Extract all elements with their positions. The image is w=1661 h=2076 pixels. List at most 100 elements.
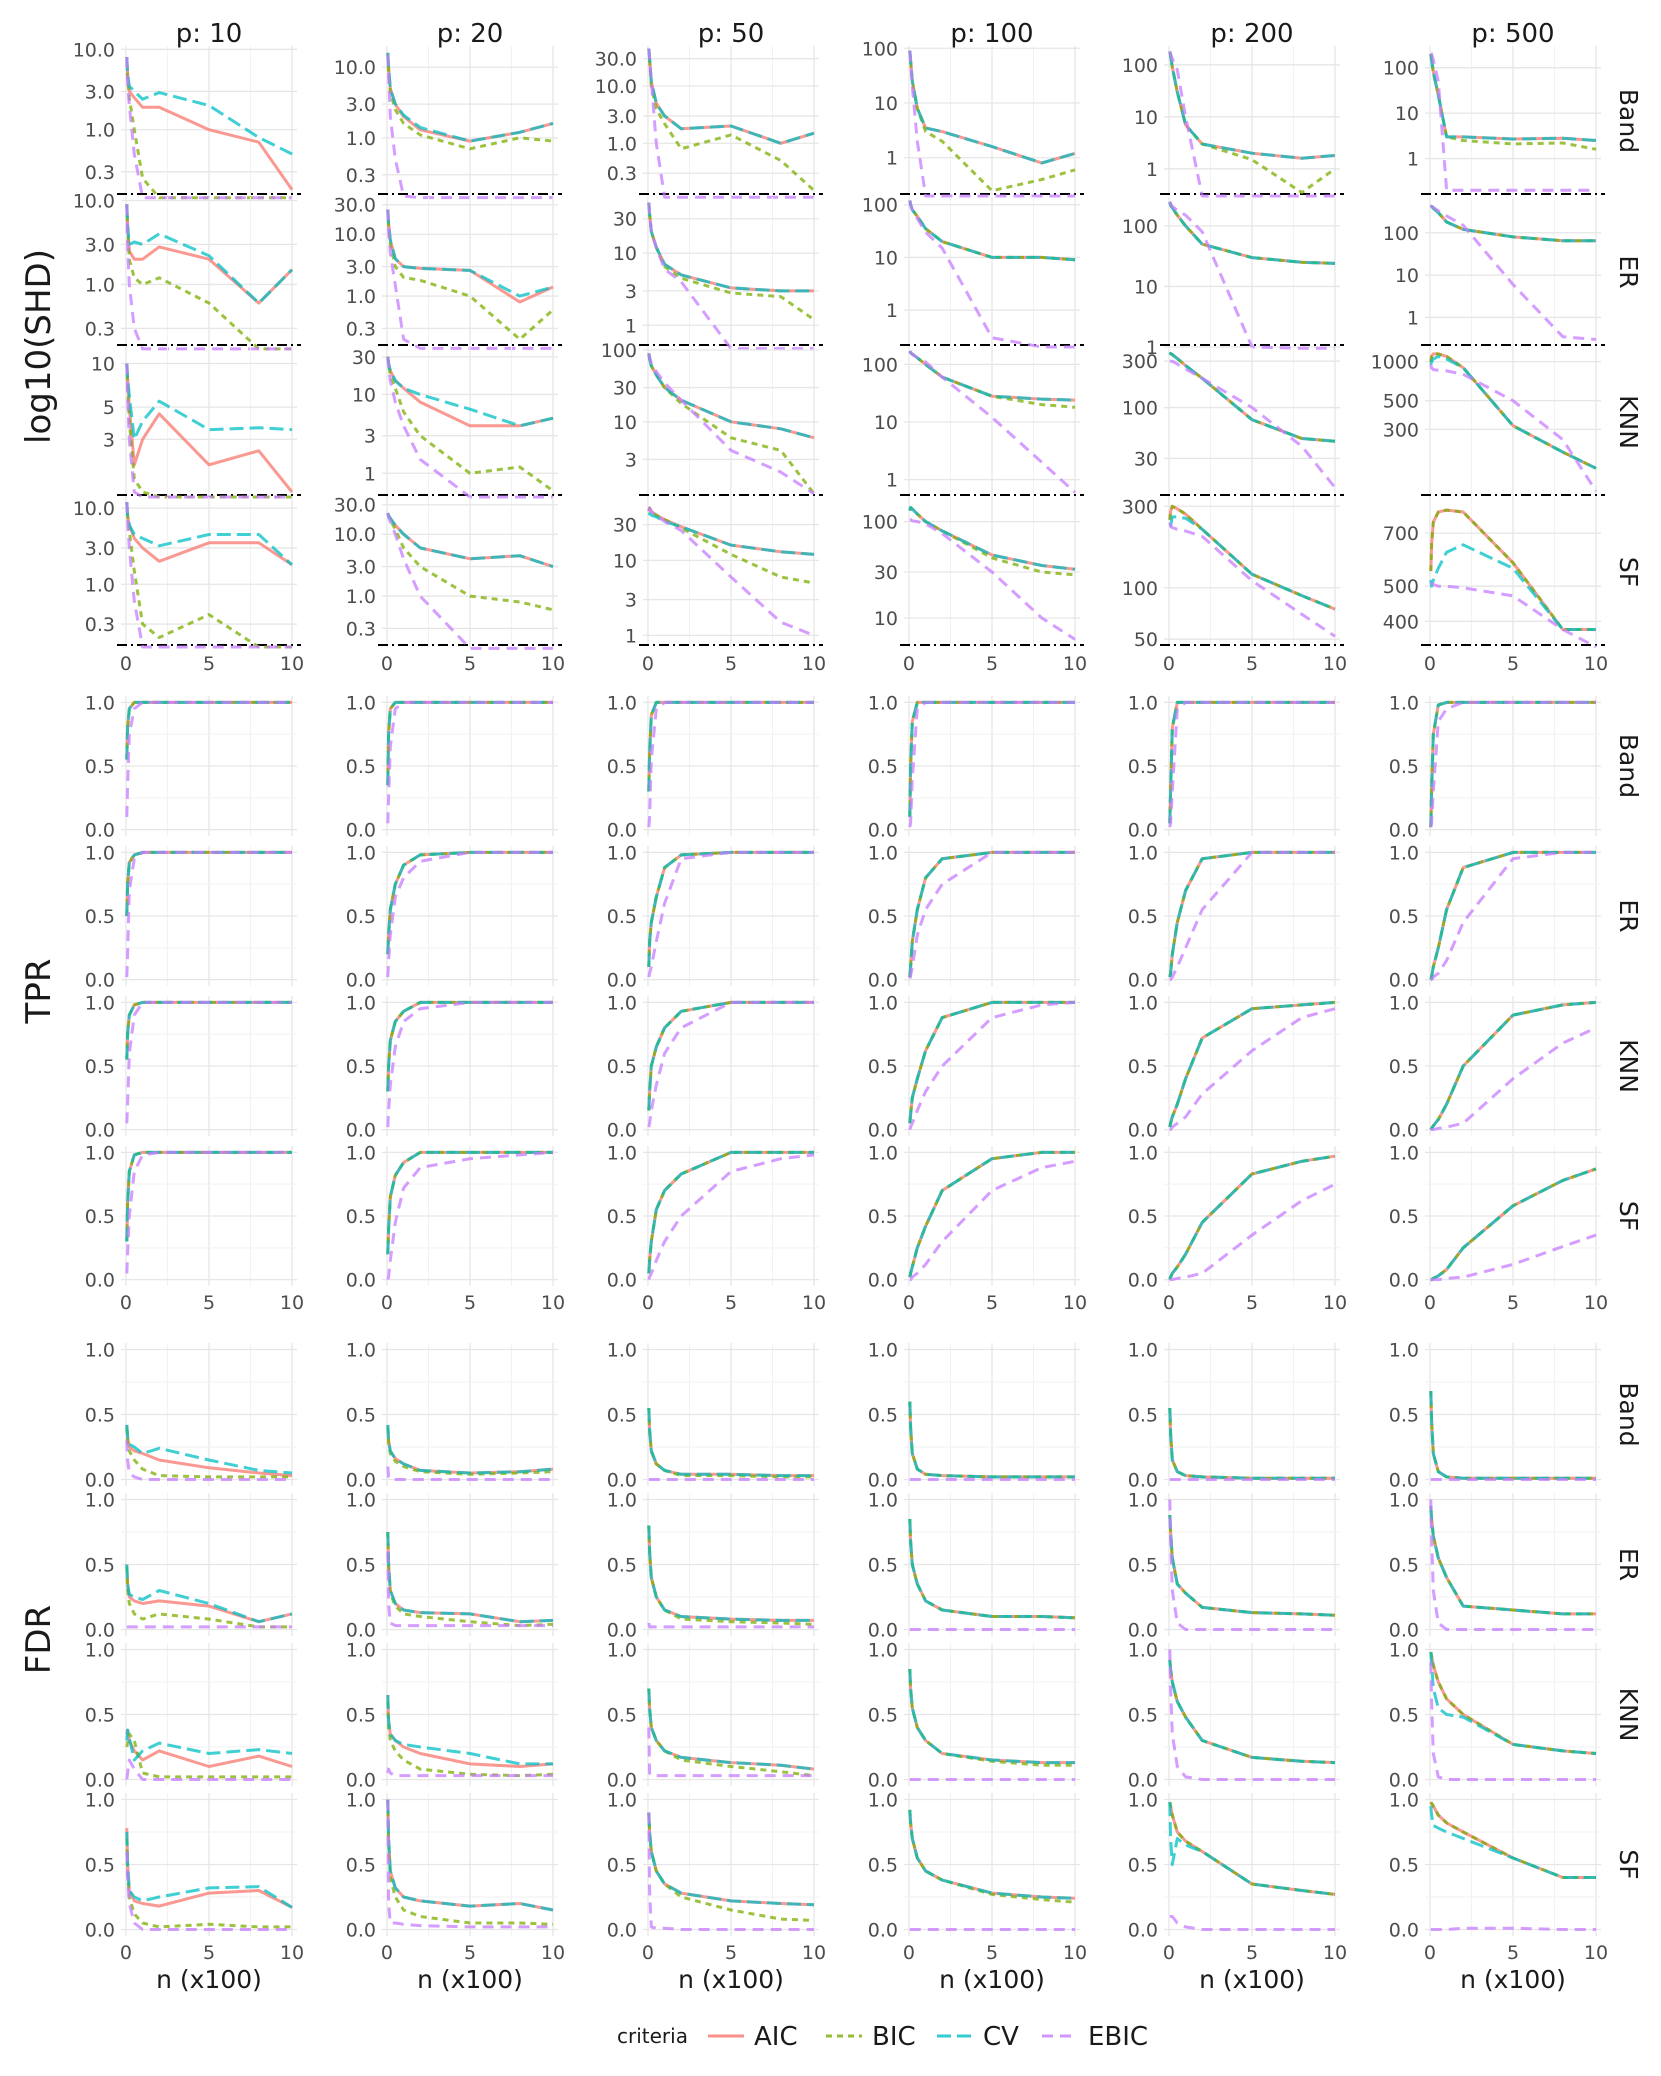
y-tick-label: 1.0 bbox=[868, 1490, 898, 1512]
y-tick-label: 0.0 bbox=[1389, 970, 1419, 992]
y-tick-label: 0.5 bbox=[868, 906, 898, 928]
x-tick-label: 10 bbox=[802, 1942, 826, 1964]
x-axis-title: n (x100) bbox=[678, 1965, 784, 1994]
series-line-cv bbox=[1429, 354, 1597, 470]
y-tick-label: 1.0 bbox=[346, 128, 376, 150]
y-tick-label: 1.0 bbox=[346, 692, 376, 714]
series-line-ebic bbox=[125, 1758, 292, 1781]
series-line-cv bbox=[1168, 1802, 1336, 1896]
y-tick-label: 0.0 bbox=[1389, 1270, 1419, 1292]
legend-label: CV bbox=[983, 2022, 1019, 2052]
panel-tpr-band-4: 0.0 0.5 1.0 bbox=[1128, 692, 1340, 842]
x-tick-label: 0 bbox=[120, 1292, 132, 1314]
series-line-ebic bbox=[909, 518, 1076, 641]
y-tick-label: 0.5 bbox=[1128, 756, 1158, 778]
y-tick-label: 10 bbox=[1134, 107, 1158, 129]
series-line-cv bbox=[908, 1518, 1076, 1620]
y-tick-label: 1.0 bbox=[868, 1142, 898, 1164]
series-line-bic bbox=[386, 1150, 553, 1255]
series-line-cv bbox=[386, 1799, 554, 1912]
x-tick-label: 5 bbox=[464, 1292, 476, 1314]
panel-fdr-knn-4: 0.0 0.5 1.0 bbox=[1128, 1640, 1340, 1792]
y-tick-label: 0.0 bbox=[1128, 1920, 1158, 1942]
panel-fdr-sf-0: 0.0 0.5 1.0 0 5 10 n (x100) bbox=[85, 1790, 304, 1995]
y-tick-label: 0.0 bbox=[868, 970, 898, 992]
series-line-ebic bbox=[647, 48, 814, 199]
series-line-ebic bbox=[1430, 1926, 1596, 1931]
y-tick-label: 1 bbox=[886, 300, 898, 322]
y-tick-label: 1.0 bbox=[607, 133, 637, 155]
y-tick-label: 1.0 bbox=[607, 1340, 637, 1362]
y-tick-label: 0.0 bbox=[85, 1270, 115, 1292]
panel-fdr-er-2: 0.0 0.5 1.0 bbox=[607, 1490, 819, 1642]
y-tick-label: 0.3 bbox=[607, 163, 637, 185]
series-line-bic bbox=[908, 1809, 1076, 1904]
y-tick-label: 3 bbox=[625, 449, 637, 471]
y-tick-label: 0.5 bbox=[346, 756, 376, 778]
y-tick-label: 0.0 bbox=[85, 1120, 115, 1142]
panel-shd-band-1: 10.0 3.0 1.0 0.3 bbox=[334, 46, 562, 200]
y-tick-label: 0.0 bbox=[346, 820, 376, 842]
y-tick-label: 1.0 bbox=[85, 274, 115, 296]
panel-tpr-er-0: 0.0 0.5 1.0 bbox=[85, 842, 297, 992]
series-line-ebic bbox=[908, 1000, 1076, 1131]
panel-shd-er-0: 10.0 3.0 1.0 0.3 bbox=[73, 190, 301, 351]
series-line-ebic bbox=[1429, 700, 1596, 828]
y-tick-label: 1.0 bbox=[1128, 842, 1158, 864]
y-tick-label: 0.5 bbox=[607, 1705, 637, 1727]
y-tick-label: 0.5 bbox=[607, 1056, 637, 1078]
y-tick-label: 100 bbox=[1383, 58, 1419, 80]
y-tick-label: 0.5 bbox=[1128, 1705, 1158, 1727]
y-tick-label: 0.5 bbox=[346, 1405, 376, 1427]
y-tick-label: 0.5 bbox=[1389, 756, 1419, 778]
row-strip-label: SF bbox=[1614, 557, 1643, 587]
y-tick-label: 30.0 bbox=[595, 49, 637, 71]
series-line-ebic bbox=[647, 1000, 814, 1128]
series-line-ebic bbox=[386, 356, 553, 499]
panel-shd-band-4: 100 10 1 bbox=[1122, 46, 1344, 198]
x-tick-label: 0 bbox=[1163, 653, 1175, 675]
y-tick-label: 0.0 bbox=[868, 1120, 898, 1142]
row-strip-label: Band bbox=[1614, 1382, 1643, 1446]
y-tick-label: 1 bbox=[364, 463, 376, 485]
series-line-cv bbox=[125, 1150, 292, 1242]
y-tick-label: 10.0 bbox=[73, 190, 115, 212]
y-tick-label: 30 bbox=[613, 209, 637, 231]
y-tick-label: 100 bbox=[862, 512, 898, 534]
x-tick-label: 5 bbox=[1507, 653, 1519, 675]
panel-fdr-er-1: 0.0 0.5 1.0 bbox=[346, 1490, 558, 1642]
x-tick-label: 5 bbox=[725, 653, 737, 675]
y-tick-label: 0.0 bbox=[1128, 1770, 1158, 1792]
y-tick-label: 10 bbox=[874, 608, 898, 630]
row-strip-label: KNN bbox=[1614, 1039, 1643, 1093]
y-tick-label: 1.0 bbox=[607, 992, 637, 1014]
x-tick-label: 5 bbox=[986, 1942, 998, 1964]
x-tick-label: 10 bbox=[1323, 1942, 1347, 1964]
series-line-cv bbox=[1168, 1000, 1336, 1128]
series-line-ebic bbox=[1168, 51, 1335, 198]
y-tick-label: 0.0 bbox=[607, 970, 637, 992]
y-tick-label: 1.0 bbox=[1389, 1640, 1419, 1662]
y-tick-label: 0.0 bbox=[1128, 1270, 1158, 1292]
y-tick-label: 0.5 bbox=[346, 1555, 376, 1577]
y-tick-label: 0.0 bbox=[85, 1770, 115, 1792]
series-line-bic bbox=[386, 1799, 554, 1926]
y-tick-label: 3 bbox=[103, 429, 115, 451]
y-tick-label: 0.5 bbox=[607, 1855, 637, 1877]
panel-fdr-sf-2: 0.0 0.5 1.0 0 5 10 n (x100) bbox=[607, 1790, 826, 1995]
x-axis-title: n (x100) bbox=[939, 1965, 1045, 1994]
series-line-ebic bbox=[125, 57, 292, 200]
y-tick-label: 0.5 bbox=[85, 756, 115, 778]
panel-tpr-knn-5: 0.0 0.5 1.0 bbox=[1389, 992, 1601, 1142]
series-line-ebic bbox=[908, 50, 1075, 198]
panel-shd-band-5: 100 10 1 bbox=[1383, 46, 1605, 196]
y-tick-label: 0.0 bbox=[346, 1270, 376, 1292]
panel-fdr-er-5: 0.0 0.5 1.0 bbox=[1389, 1490, 1601, 1642]
y-tick-label: 0.0 bbox=[346, 1470, 376, 1492]
y-tick-label: 1.0 bbox=[607, 692, 637, 714]
y-tick-label: 300 bbox=[1122, 496, 1158, 518]
y-tick-label: 0.5 bbox=[85, 1555, 115, 1577]
x-tick-label: 5 bbox=[725, 1942, 737, 1964]
y-tick-label: 1.0 bbox=[868, 992, 898, 1014]
